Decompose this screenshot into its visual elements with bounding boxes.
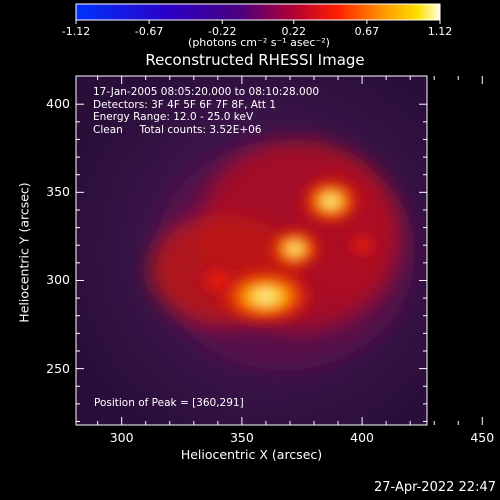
y-tick-label: 250 [46,360,70,376]
heatmap-source [194,262,241,299]
axis-ticks [76,76,483,425]
annotation-line: Energy Range: 12.0 - 25.0 keV [93,111,254,123]
y-tick-label: 300 [46,272,70,288]
colorbar [75,3,441,21]
x-axis-label: Heliocentric X (arcsec) [180,447,323,462]
annotation-line: Detectors: 3F 4F 5F 6F 7F 8F, Att 1 [93,98,277,111]
heatmap-source [265,226,324,272]
colorbar-tick-label: 0.67 [354,25,380,38]
colorbar-ticks [75,20,441,24]
plot-frame [75,75,428,426]
heatmap-source [344,231,380,260]
colorbar-tick-label: -0.67 [134,25,164,38]
x-tick-label: 450 [470,430,495,445]
annotation-line: Clean Total counts: 3.52E+06 [93,123,262,136]
colorbar-tick-label: -1.12 [61,25,91,38]
colorbar-tick-label: -0.22 [208,25,237,38]
colorbar-label: (photons cm⁻² s⁻¹ asec⁻²) [188,36,330,49]
y-axis-label: Heliocentric Y (arcsec) [16,182,32,323]
colorbar-tick-label: 0.22 [281,25,307,38]
x-tick-label: 300 [109,430,134,445]
y-tick-label: 400 [46,96,70,112]
x-tick-label: 350 [229,430,254,445]
peak-annotation: Position of Peak = [360,291] [94,397,244,409]
annotation-line: 17-Jan-2005 08:05:20.000 to 08:10:28.000 [93,86,320,98]
heatmap-source [297,175,364,227]
annotation-block: 17-Jan-2005 08:05:20.000 to 08:10:28.000… [93,86,319,136]
heatmap-image [76,76,427,425]
colorbar-tick-label: 1.12 [427,25,453,38]
timestamp: 27-Apr-2022 22:47 [374,480,496,495]
x-tick-label: 400 [350,430,374,445]
y-tick-label: 350 [46,184,70,200]
chart-title: Reconstructed RHESSI Image [145,51,365,69]
